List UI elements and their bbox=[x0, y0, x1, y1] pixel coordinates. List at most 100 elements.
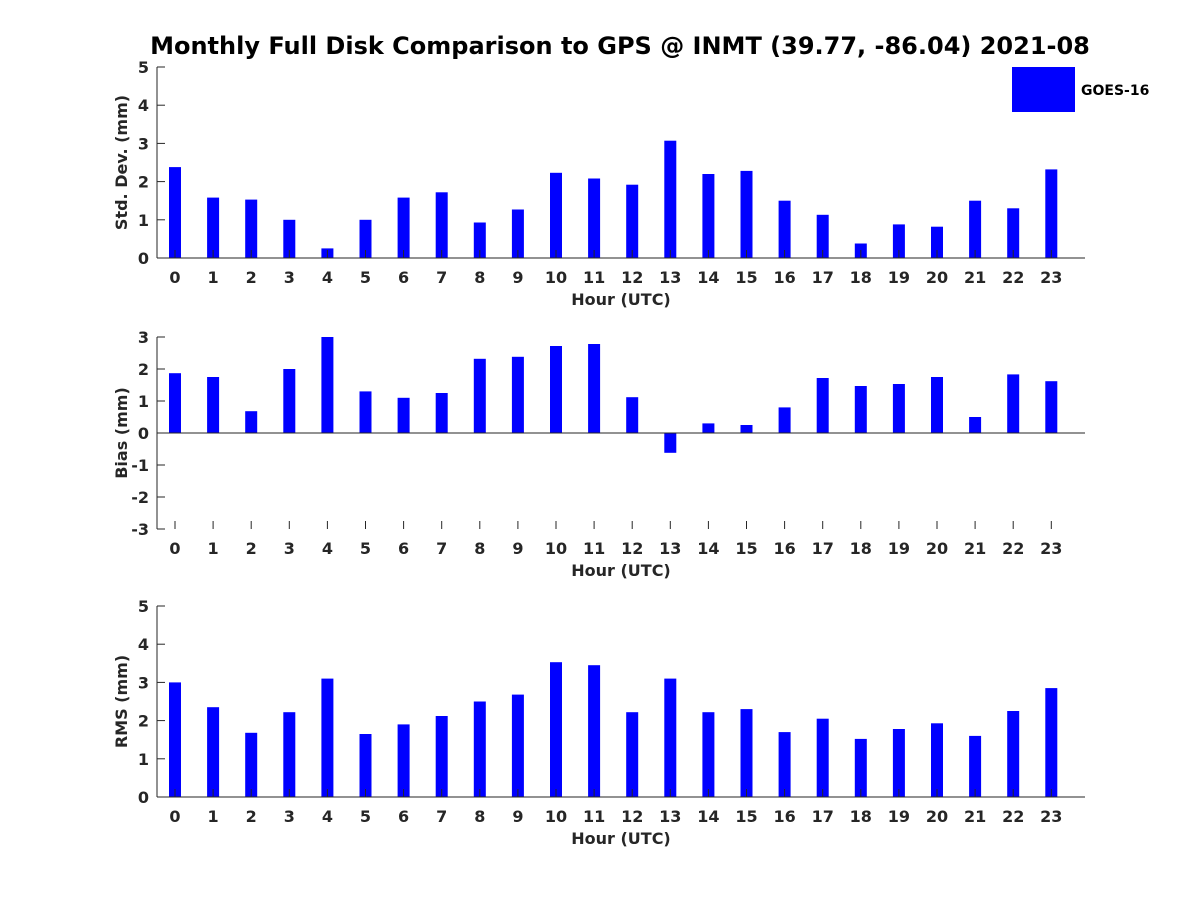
x-tick-label: 0 bbox=[169, 807, 180, 826]
bar-hour-14 bbox=[702, 174, 715, 258]
bar-hour-8 bbox=[473, 358, 486, 433]
x-tick-label: 17 bbox=[812, 268, 834, 287]
bar-hour-7 bbox=[435, 393, 448, 433]
x-tick-label: 23 bbox=[1040, 807, 1062, 826]
x-tick-label: 4 bbox=[322, 807, 333, 826]
bar-hour-9 bbox=[511, 694, 524, 797]
bar-hour-20 bbox=[931, 377, 943, 433]
x-tick-label: 14 bbox=[697, 807, 719, 826]
bar-hour-15 bbox=[740, 425, 753, 433]
bar-hour-17 bbox=[816, 378, 829, 433]
bar-hour-10 bbox=[550, 346, 562, 433]
x-tick-label: 18 bbox=[850, 807, 872, 826]
y-tick-label: 0 bbox=[138, 249, 149, 268]
x-tick-label: 12 bbox=[621, 807, 643, 826]
x-tick-label: 11 bbox=[583, 807, 605, 826]
x-tick-label: 13 bbox=[659, 539, 681, 558]
x-tick-label: 0 bbox=[169, 539, 180, 558]
x-tick-label: 10 bbox=[545, 268, 567, 287]
x-tick-label: 16 bbox=[773, 807, 795, 826]
bar-hour-10 bbox=[550, 172, 562, 258]
x-tick-label: 17 bbox=[812, 807, 834, 826]
x-tick-label: 15 bbox=[735, 268, 757, 287]
legend-label: GOES-16 bbox=[1081, 83, 1149, 99]
x-axis-label: Hour (UTC) bbox=[571, 829, 671, 848]
bar-hour-6 bbox=[397, 397, 410, 433]
x-tick-label: 10 bbox=[545, 807, 567, 826]
x-tick-label: 23 bbox=[1040, 268, 1062, 287]
x-tick-label: 22 bbox=[1002, 539, 1024, 558]
x-tick-label: 2 bbox=[246, 539, 257, 558]
x-tick-label: 0 bbox=[169, 268, 180, 287]
y-tick-label: 3 bbox=[138, 673, 149, 692]
x-tick-label: 6 bbox=[398, 268, 409, 287]
x-tick-label: 21 bbox=[964, 807, 986, 826]
x-tick-label: 4 bbox=[322, 268, 333, 287]
y-tick-label: 0 bbox=[138, 424, 149, 443]
bar-hour-1 bbox=[207, 197, 220, 258]
x-tick-label: 5 bbox=[360, 807, 371, 826]
bar-hour-18 bbox=[854, 386, 867, 433]
x-tick-label: 3 bbox=[284, 539, 295, 558]
bar-hour-7 bbox=[435, 192, 448, 258]
x-axis-label: Hour (UTC) bbox=[571, 561, 671, 580]
x-tick-label: 3 bbox=[284, 807, 295, 826]
x-tick-label: 7 bbox=[436, 268, 447, 287]
x-tick-label: 6 bbox=[398, 539, 409, 558]
y-tick-label: 1 bbox=[138, 750, 149, 769]
bar-hour-10 bbox=[550, 662, 562, 797]
bar-hour-11 bbox=[588, 665, 601, 797]
x-tick-label: 12 bbox=[621, 539, 643, 558]
x-tick-label: 14 bbox=[697, 539, 719, 558]
bar-hour-17 bbox=[816, 214, 829, 258]
bar-hour-13 bbox=[664, 433, 677, 453]
x-tick-label: 22 bbox=[1002, 268, 1024, 287]
bar-hour-18 bbox=[854, 738, 867, 797]
y-tick-label: -1 bbox=[131, 456, 149, 475]
bar-hour-20 bbox=[931, 723, 943, 797]
bar-hour-21 bbox=[969, 735, 982, 797]
x-tick-label: 12 bbox=[621, 268, 643, 287]
x-tick-label: 11 bbox=[583, 539, 605, 558]
bar-hour-2 bbox=[245, 732, 258, 797]
bar-hour-12 bbox=[626, 397, 639, 433]
bar-hour-3 bbox=[283, 712, 296, 797]
y-tick-label: 1 bbox=[138, 392, 149, 411]
bar-hour-1 bbox=[207, 707, 220, 797]
x-tick-label: 8 bbox=[474, 539, 485, 558]
bar-hour-11 bbox=[588, 178, 601, 258]
bar-hour-15 bbox=[740, 170, 753, 258]
bar-hour-2 bbox=[245, 411, 258, 433]
bar-hour-19 bbox=[892, 384, 905, 433]
y-axis-label: Std. Dev. (mm) bbox=[112, 95, 131, 230]
x-tick-label: 3 bbox=[284, 268, 295, 287]
bar-hour-23 bbox=[1045, 688, 1058, 797]
x-tick-label: 2 bbox=[246, 268, 257, 287]
x-tick-label: 19 bbox=[888, 539, 910, 558]
x-tick-label: 7 bbox=[436, 539, 447, 558]
bar-hour-13 bbox=[664, 140, 677, 258]
bar-hour-7 bbox=[435, 716, 448, 797]
bar-hour-14 bbox=[702, 423, 715, 433]
bar-hour-4 bbox=[321, 678, 334, 797]
y-tick-label: 4 bbox=[138, 635, 149, 654]
y-tick-label: 3 bbox=[138, 328, 149, 347]
x-tick-label: 7 bbox=[436, 807, 447, 826]
x-tick-label: 16 bbox=[773, 268, 795, 287]
x-tick-label: 21 bbox=[964, 268, 986, 287]
x-tick-label: 18 bbox=[850, 539, 872, 558]
x-tick-label: 8 bbox=[474, 807, 485, 826]
x-tick-label: 20 bbox=[926, 807, 948, 826]
x-tick-label: 18 bbox=[850, 268, 872, 287]
bar-hour-5 bbox=[359, 391, 372, 433]
bar-hour-22 bbox=[1007, 374, 1020, 433]
x-tick-label: 4 bbox=[322, 539, 333, 558]
legend: GOES-16 bbox=[1012, 67, 1149, 112]
x-tick-label: 6 bbox=[398, 807, 409, 826]
x-tick-label: 23 bbox=[1040, 539, 1062, 558]
x-tick-label: 17 bbox=[812, 539, 834, 558]
bar-hour-6 bbox=[397, 197, 410, 258]
x-tick-label: 5 bbox=[360, 539, 371, 558]
